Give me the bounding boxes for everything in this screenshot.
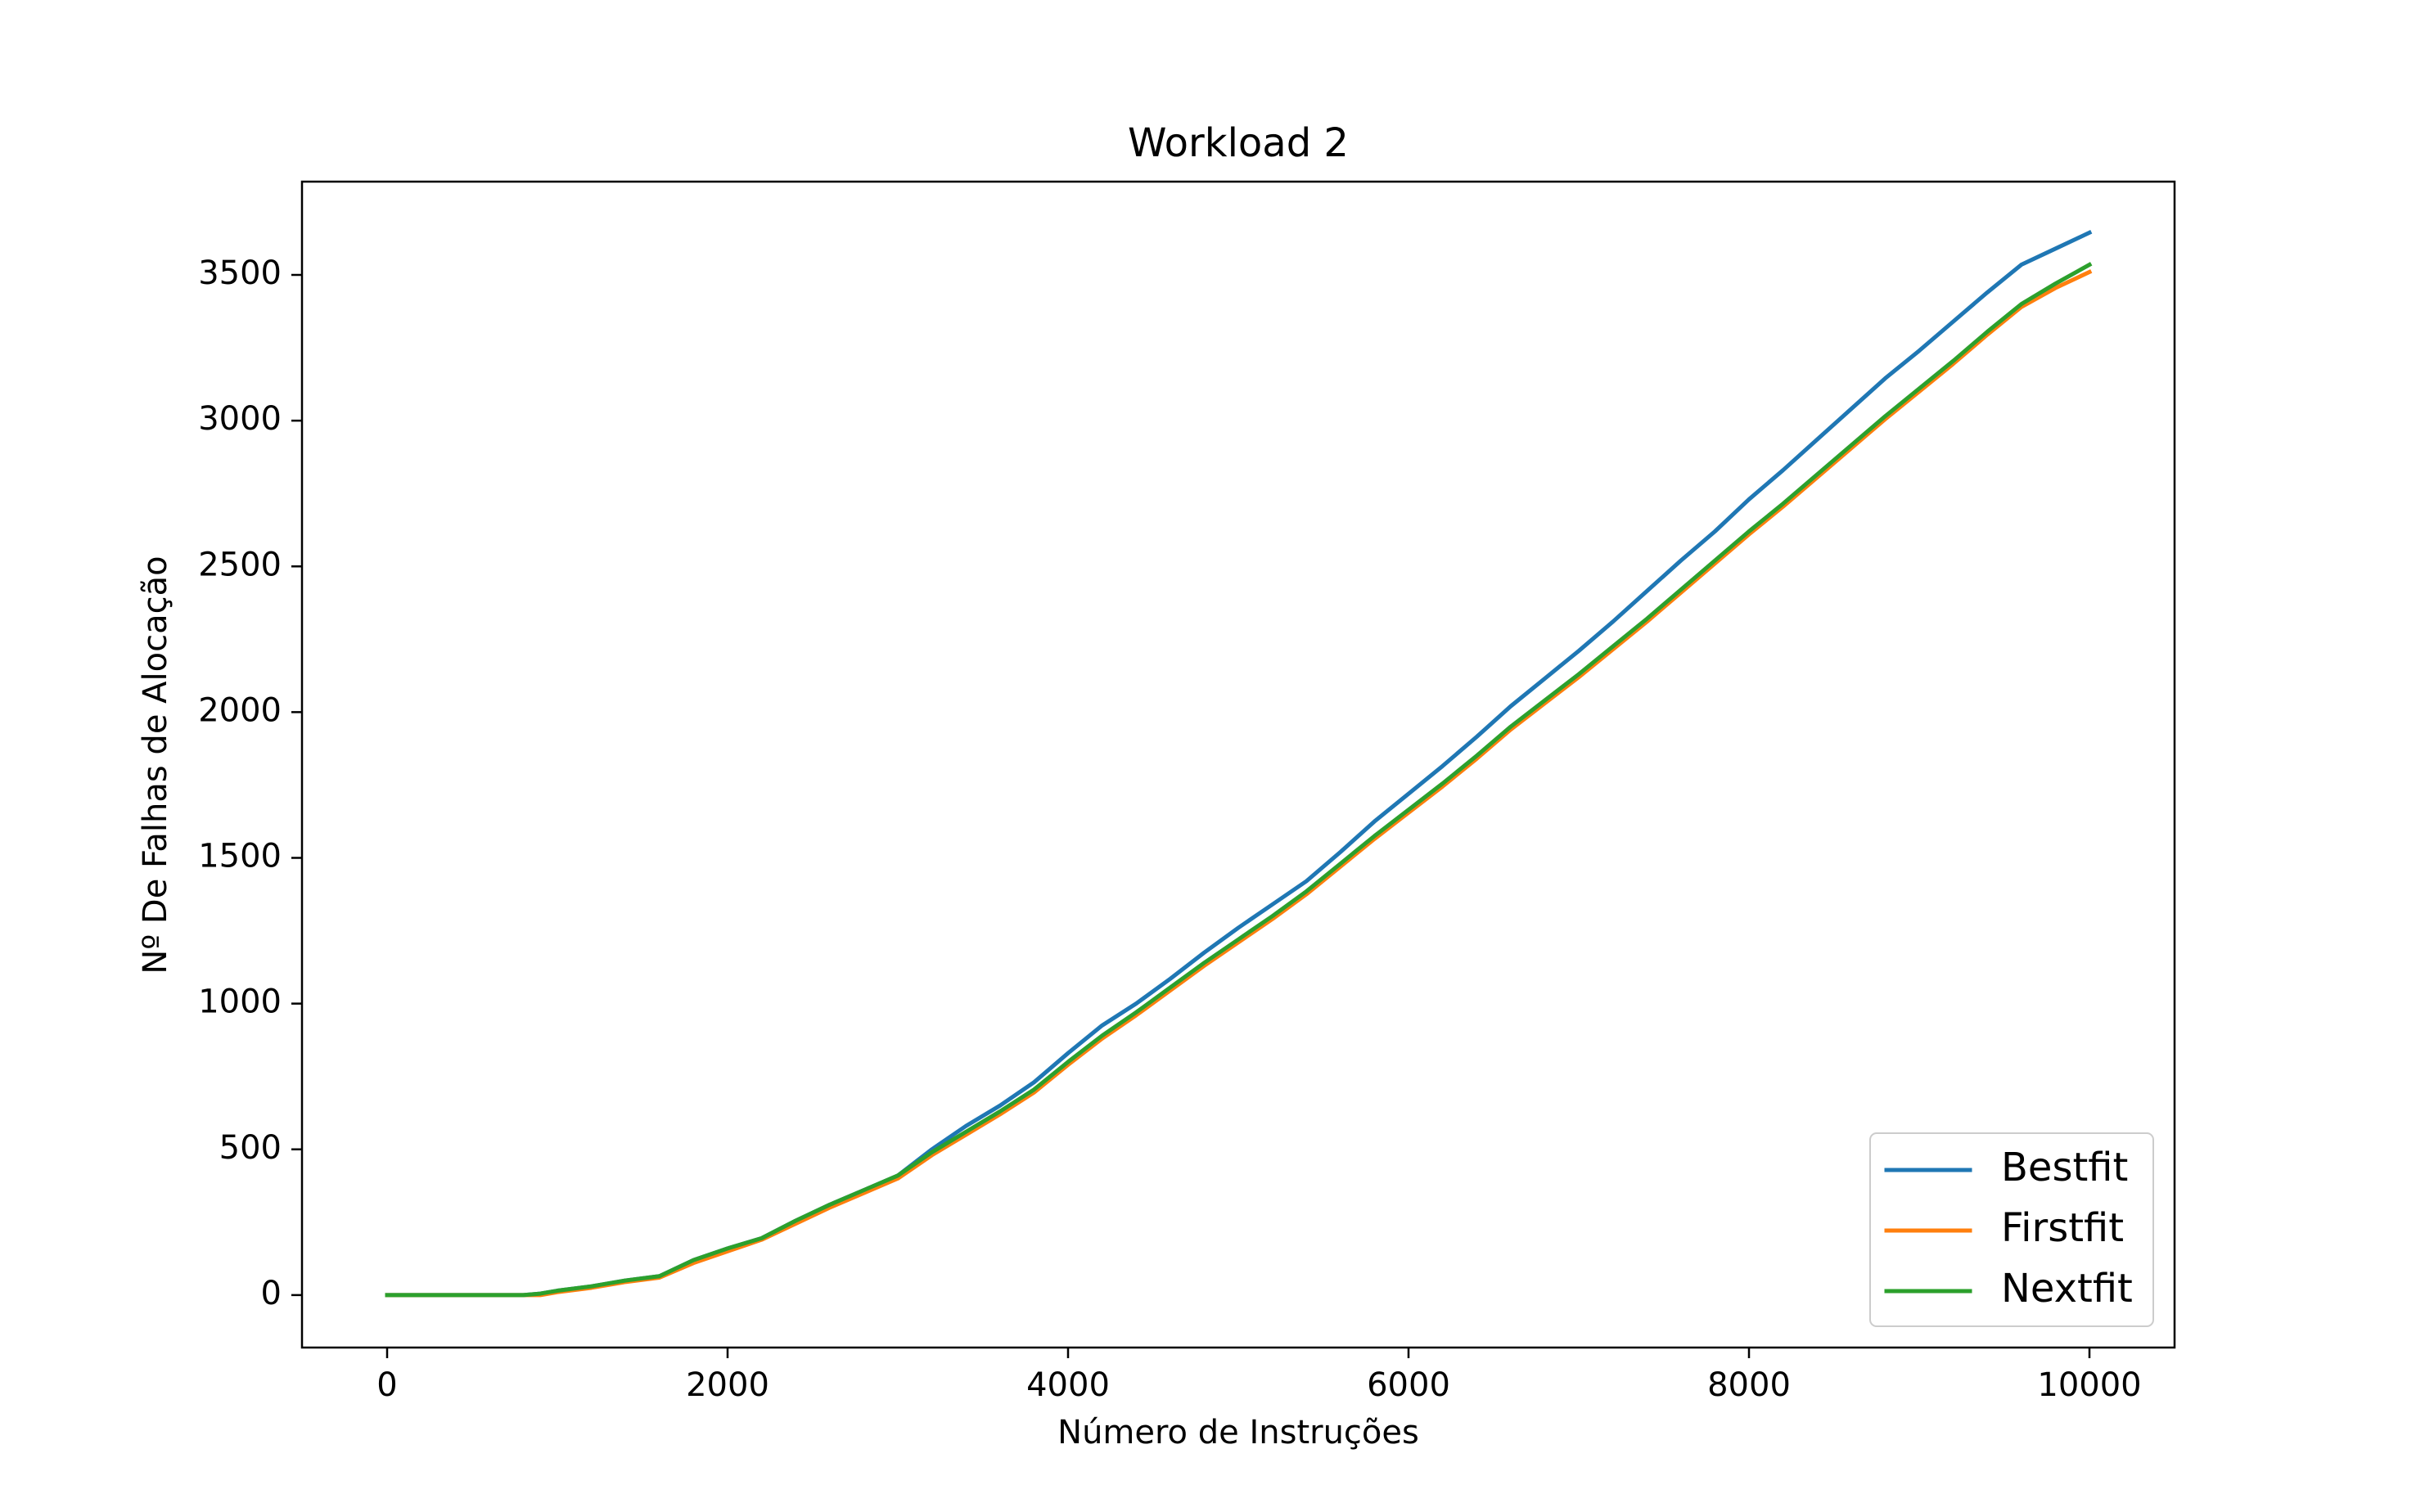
legend-label-nextfit: Nextfit [2001,1266,2133,1312]
legend-box [1869,1132,2154,1327]
legend-label-firstfit: Firstfit [2001,1205,2124,1251]
y-tick-label: 500 [219,1129,282,1167]
x-tick-label: 0 [376,1366,397,1404]
y-tick-label: 3000 [198,400,282,438]
x-axis-label: Número de Instruções [1057,1414,1419,1451]
series-line-firstfit [385,269,2093,1298]
x-axis-ticks: 0 2000 4000 6000 8000 10000 [376,1348,2142,1404]
x-tick-label: 10000 [2037,1366,2141,1404]
series-line-nextfit [385,262,2093,1298]
y-tick-label: 2500 [198,546,282,583]
x-tick-label: 8000 [1707,1366,1791,1404]
y-tick-label: 1500 [198,838,282,875]
y-tick-label: 1000 [198,983,282,1021]
y-tick-label: 0 [261,1275,282,1312]
y-tick-label: 2000 [198,691,282,729]
y-axis-label: Nº De Falhas de Alocação [137,556,174,974]
x-tick-label: 4000 [1026,1366,1110,1404]
plot-frame [300,180,2176,1349]
x-tick-label: 2000 [686,1366,769,1404]
x-tick-label: 6000 [1367,1366,1450,1404]
legend-label-bestfit: Bestfit [2001,1145,2128,1190]
chart-title: Workload 2 [1128,120,1349,166]
legend-items: Bestfit Firstfit Nextfit [1884,1145,2133,1312]
plot-lines [385,230,2093,1298]
y-tick-label: 3500 [198,254,282,292]
legend: Bestfit Firstfit Nextfit [1869,1132,2154,1327]
y-axis-ticks: 0 500 1000 1500 2000 2500 3000 3500 [198,254,302,1312]
